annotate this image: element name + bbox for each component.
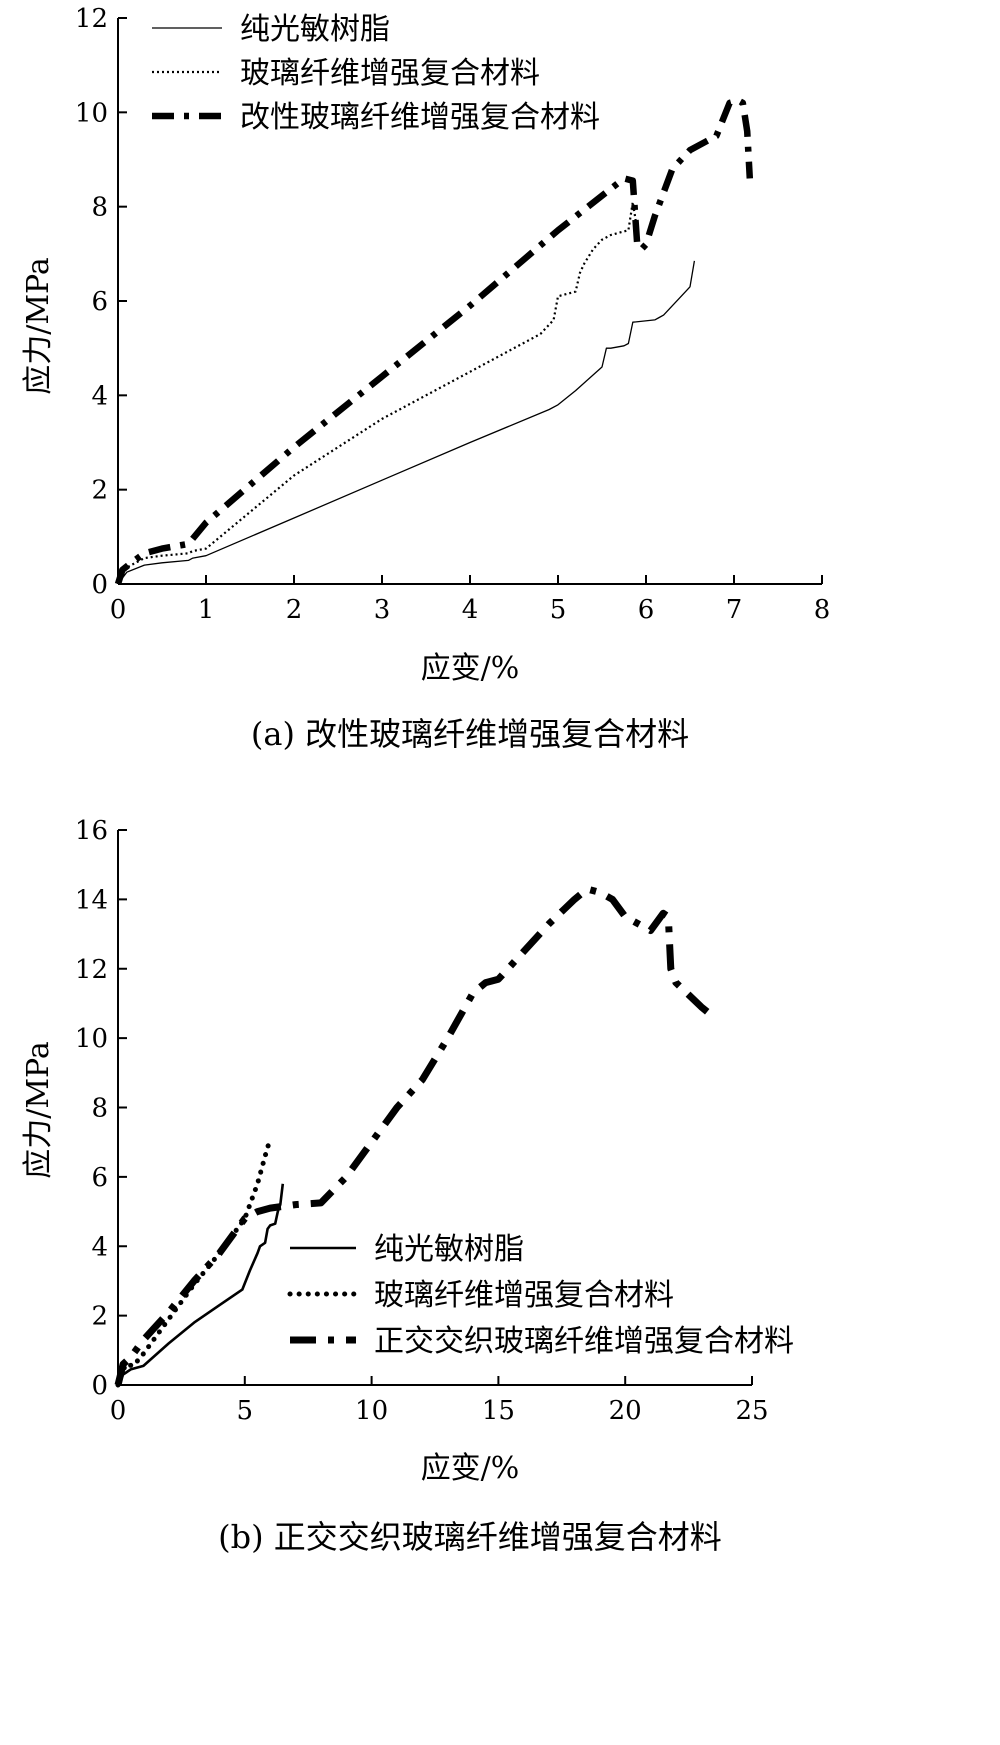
chart-b-x-axis-label: 应变/% — [421, 1451, 520, 1486]
chart-panel-b: 0 5 10 15 20 25 0 2 4 6 8 10 12 14 16 纯光敏树脂玻璃纤维增强复合材料正… — [21, 816, 794, 1556]
series-line-1 — [117, 260, 696, 585]
y-tick-label: 6 — [91, 287, 108, 317]
y-tick-label: 10 — [75, 1024, 108, 1054]
y-tick-label: 0 — [91, 570, 108, 600]
y-tick-label: 12 — [75, 955, 108, 985]
series-line-2 — [115, 1136, 273, 1388]
x-tick-label: 25 — [735, 1396, 768, 1426]
y-tick-label: 2 — [91, 476, 108, 506]
x-tick-label: 0 — [110, 1396, 127, 1426]
y-tick-label: 8 — [91, 1094, 108, 1124]
x-tick-label: 5 — [550, 595, 567, 625]
y-tick-label: 6 — [91, 1163, 108, 1193]
y-tick-label: 4 — [91, 1232, 108, 1262]
x-tick-label: 6 — [638, 595, 655, 625]
x-tick-label: 1 — [198, 595, 215, 625]
series-line-1 — [116, 1183, 285, 1386]
y-tick-label: 4 — [91, 381, 108, 411]
chart-b-y-axis-label: 应力/MPa — [21, 1041, 56, 1179]
x-tick-label: 15 — [482, 1396, 515, 1426]
x-tick-label: 10 — [355, 1396, 388, 1426]
x-tick-label: 20 — [609, 1396, 642, 1426]
chart-a-series — [114, 97, 754, 585]
x-tick-label: 4 — [462, 595, 479, 625]
y-tick-label: 8 — [91, 193, 108, 223]
chart-b-caption: (b) 正交交织玻璃纤维增强复合材料 — [218, 1518, 722, 1556]
legend-label-3: 正交交织玻璃纤维增强复合材料 — [374, 1324, 794, 1359]
legend-label-2: 玻璃纤维增强复合材料 — [240, 56, 540, 91]
x-tick-label: 7 — [726, 595, 743, 625]
x-tick-label: 0 — [110, 595, 127, 625]
legend-label-2: 玻璃纤维增强复合材料 — [374, 1278, 674, 1313]
x-tick-label: 5 — [237, 1396, 254, 1426]
x-tick-label: 2 — [286, 595, 303, 625]
chart-a-x-axis-label: 应变/% — [421, 651, 520, 686]
legend-label-1: 纯光敏树脂 — [240, 12, 390, 47]
y-tick-label: 0 — [91, 1371, 108, 1401]
x-tick-label: 8 — [814, 595, 831, 625]
x-tick-label: 3 — [374, 595, 391, 625]
y-tick-label: 2 — [91, 1302, 108, 1332]
y-tick-label: 12 — [75, 4, 108, 34]
chart-a-caption: (a) 改性玻璃纤维增强复合材料 — [251, 715, 689, 753]
series-line-3 — [114, 97, 754, 585]
chart-b-series — [114, 885, 717, 1388]
chart-a-y-axis-label: 应力/MPa — [21, 257, 56, 395]
y-tick-label: 10 — [75, 98, 108, 128]
y-tick-label: 14 — [75, 885, 108, 915]
legend-label-1: 纯光敏树脂 — [374, 1232, 524, 1267]
series-line-3 — [114, 885, 717, 1386]
legend-label-3: 改性玻璃纤维增强复合材料 — [240, 100, 600, 135]
series-line-2 — [117, 200, 639, 585]
y-tick-label: 16 — [75, 816, 108, 846]
